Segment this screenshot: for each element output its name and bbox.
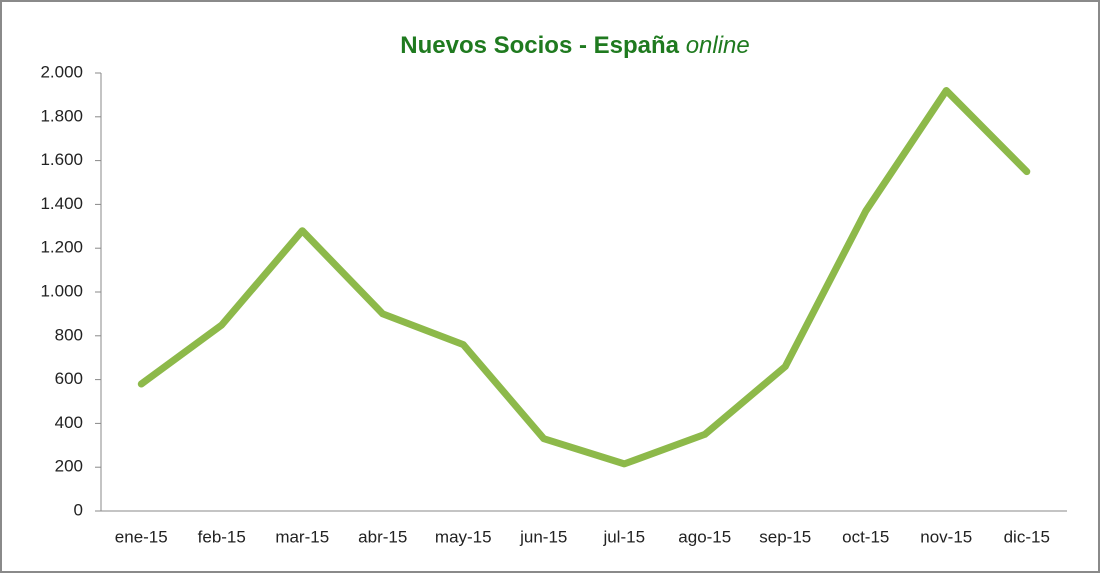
y-tick-label: 200 [55,457,83,476]
y-tick-label: 2.000 [40,62,83,81]
x-tick-label: jun-15 [519,527,567,546]
x-tick-label: abr-15 [358,527,407,546]
y-tick-label: 1.000 [40,281,83,300]
y-tick-label: 1.600 [40,150,83,169]
x-tick-label: feb-15 [198,527,246,546]
y-tick-label: 1.800 [40,106,83,125]
y-tick-label: 400 [55,413,83,432]
x-tick-label: ene-15 [115,527,168,546]
x-tick-label: dic-15 [1004,527,1050,546]
x-tick-label: jul-15 [602,527,645,546]
x-tick-label: nov-15 [920,527,972,546]
x-tick-label: oct-15 [842,527,889,546]
title-emphasis: online [686,32,750,59]
title-text: Nuevos Socios - España [400,32,679,59]
x-tick-label: may-15 [435,527,492,546]
x-tick-label: sep-15 [759,527,811,546]
x-tick-label: mar-15 [275,527,329,546]
x-tick-label: ago-15 [678,527,731,546]
chart-title: Nuevos Socios - España online [400,32,750,59]
y-tick-label: 800 [55,325,83,344]
data-line [137,87,1031,468]
y-tick-label: 1.200 [40,238,83,257]
y-tick-label: 0 [74,500,83,519]
y-tick-label: 1.400 [40,194,83,213]
y-tick-label: 600 [55,369,83,388]
